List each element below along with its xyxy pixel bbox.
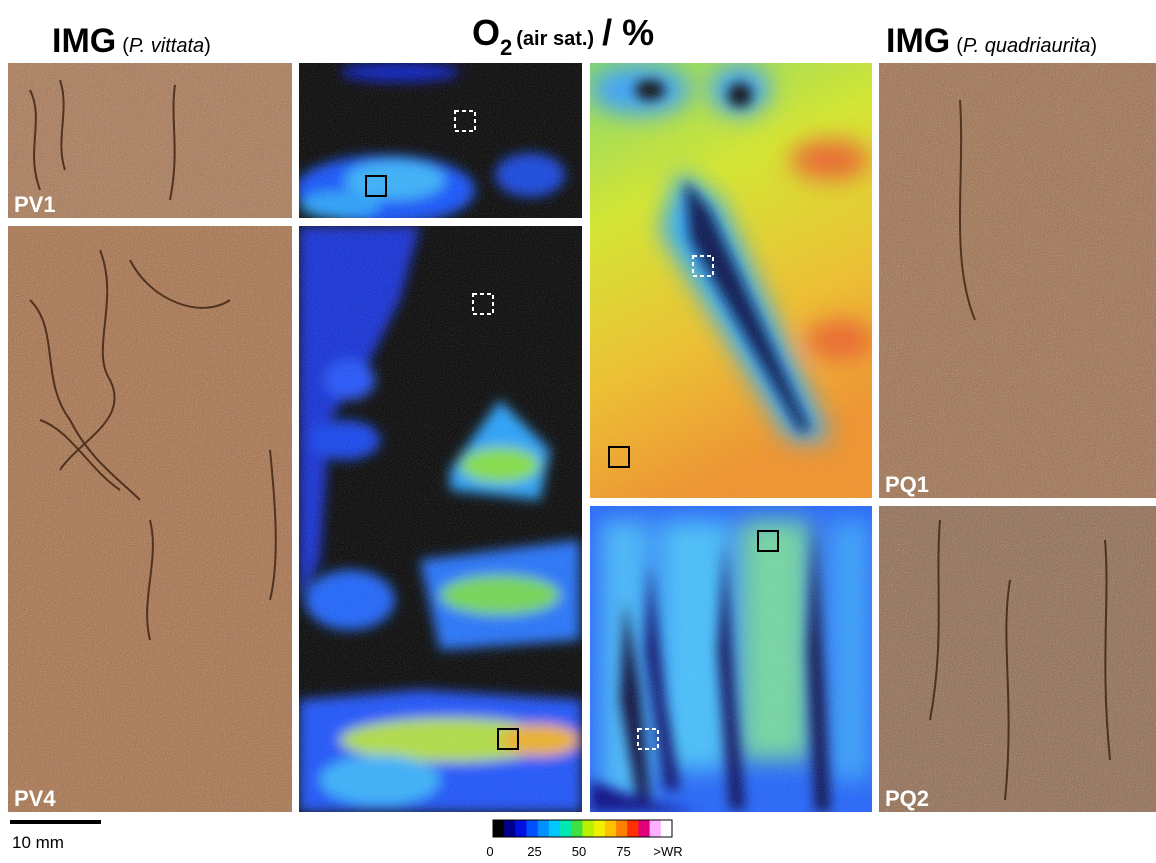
panel-label: PV4: [14, 786, 56, 811]
figure: IMG(P. vittata) O2(air sat.)/ % IMG(P. q…: [0, 0, 1156, 858]
colorbar-cell: [515, 820, 526, 837]
panel-label: PV1: [14, 192, 56, 217]
panel-label: PQ1: [885, 472, 929, 497]
colorbar-cell: [549, 820, 560, 837]
colorbar-cell: [650, 820, 661, 837]
header-right: IMG(P. quadriaurita): [886, 22, 1097, 60]
colorbar-cell: [493, 820, 504, 837]
colorbar-cell: [560, 820, 571, 837]
colorbar-cell: [527, 820, 538, 837]
colorbar-label: >WR: [653, 844, 682, 858]
colorbar-cell: [661, 820, 672, 837]
colorbar-cell: [594, 820, 605, 837]
colorbar: 0 25 50 75 >WR: [486, 820, 682, 858]
o2-map-pv4: [299, 226, 582, 812]
o2-map-pq2: [590, 506, 872, 812]
colorbar-label: 75: [616, 844, 630, 858]
scale-bar-label: 10 mm: [12, 833, 64, 852]
colorbar-cell: [538, 820, 549, 837]
colorbar-cell: [627, 820, 638, 837]
header-center: O2(air sat.)/ %: [472, 12, 654, 60]
scale-bar: [10, 820, 101, 824]
colorbar-cell: [583, 820, 594, 837]
colorbar-label: 50: [572, 844, 586, 858]
colorbar-label: 0: [486, 844, 493, 858]
colorbar-cell: [605, 820, 616, 837]
colorbar-cell: [616, 820, 627, 837]
colorbar-cell: [571, 820, 582, 837]
o2-map-pv1: [295, 62, 582, 225]
o2-map-pq1: [590, 63, 875, 498]
panel-label: PQ2: [885, 786, 929, 811]
header-left: IMG(P. vittata): [52, 22, 211, 60]
colorbar-cell: [638, 820, 649, 837]
colorbar-label: 25: [527, 844, 541, 858]
colorbar-cell: [504, 820, 515, 837]
